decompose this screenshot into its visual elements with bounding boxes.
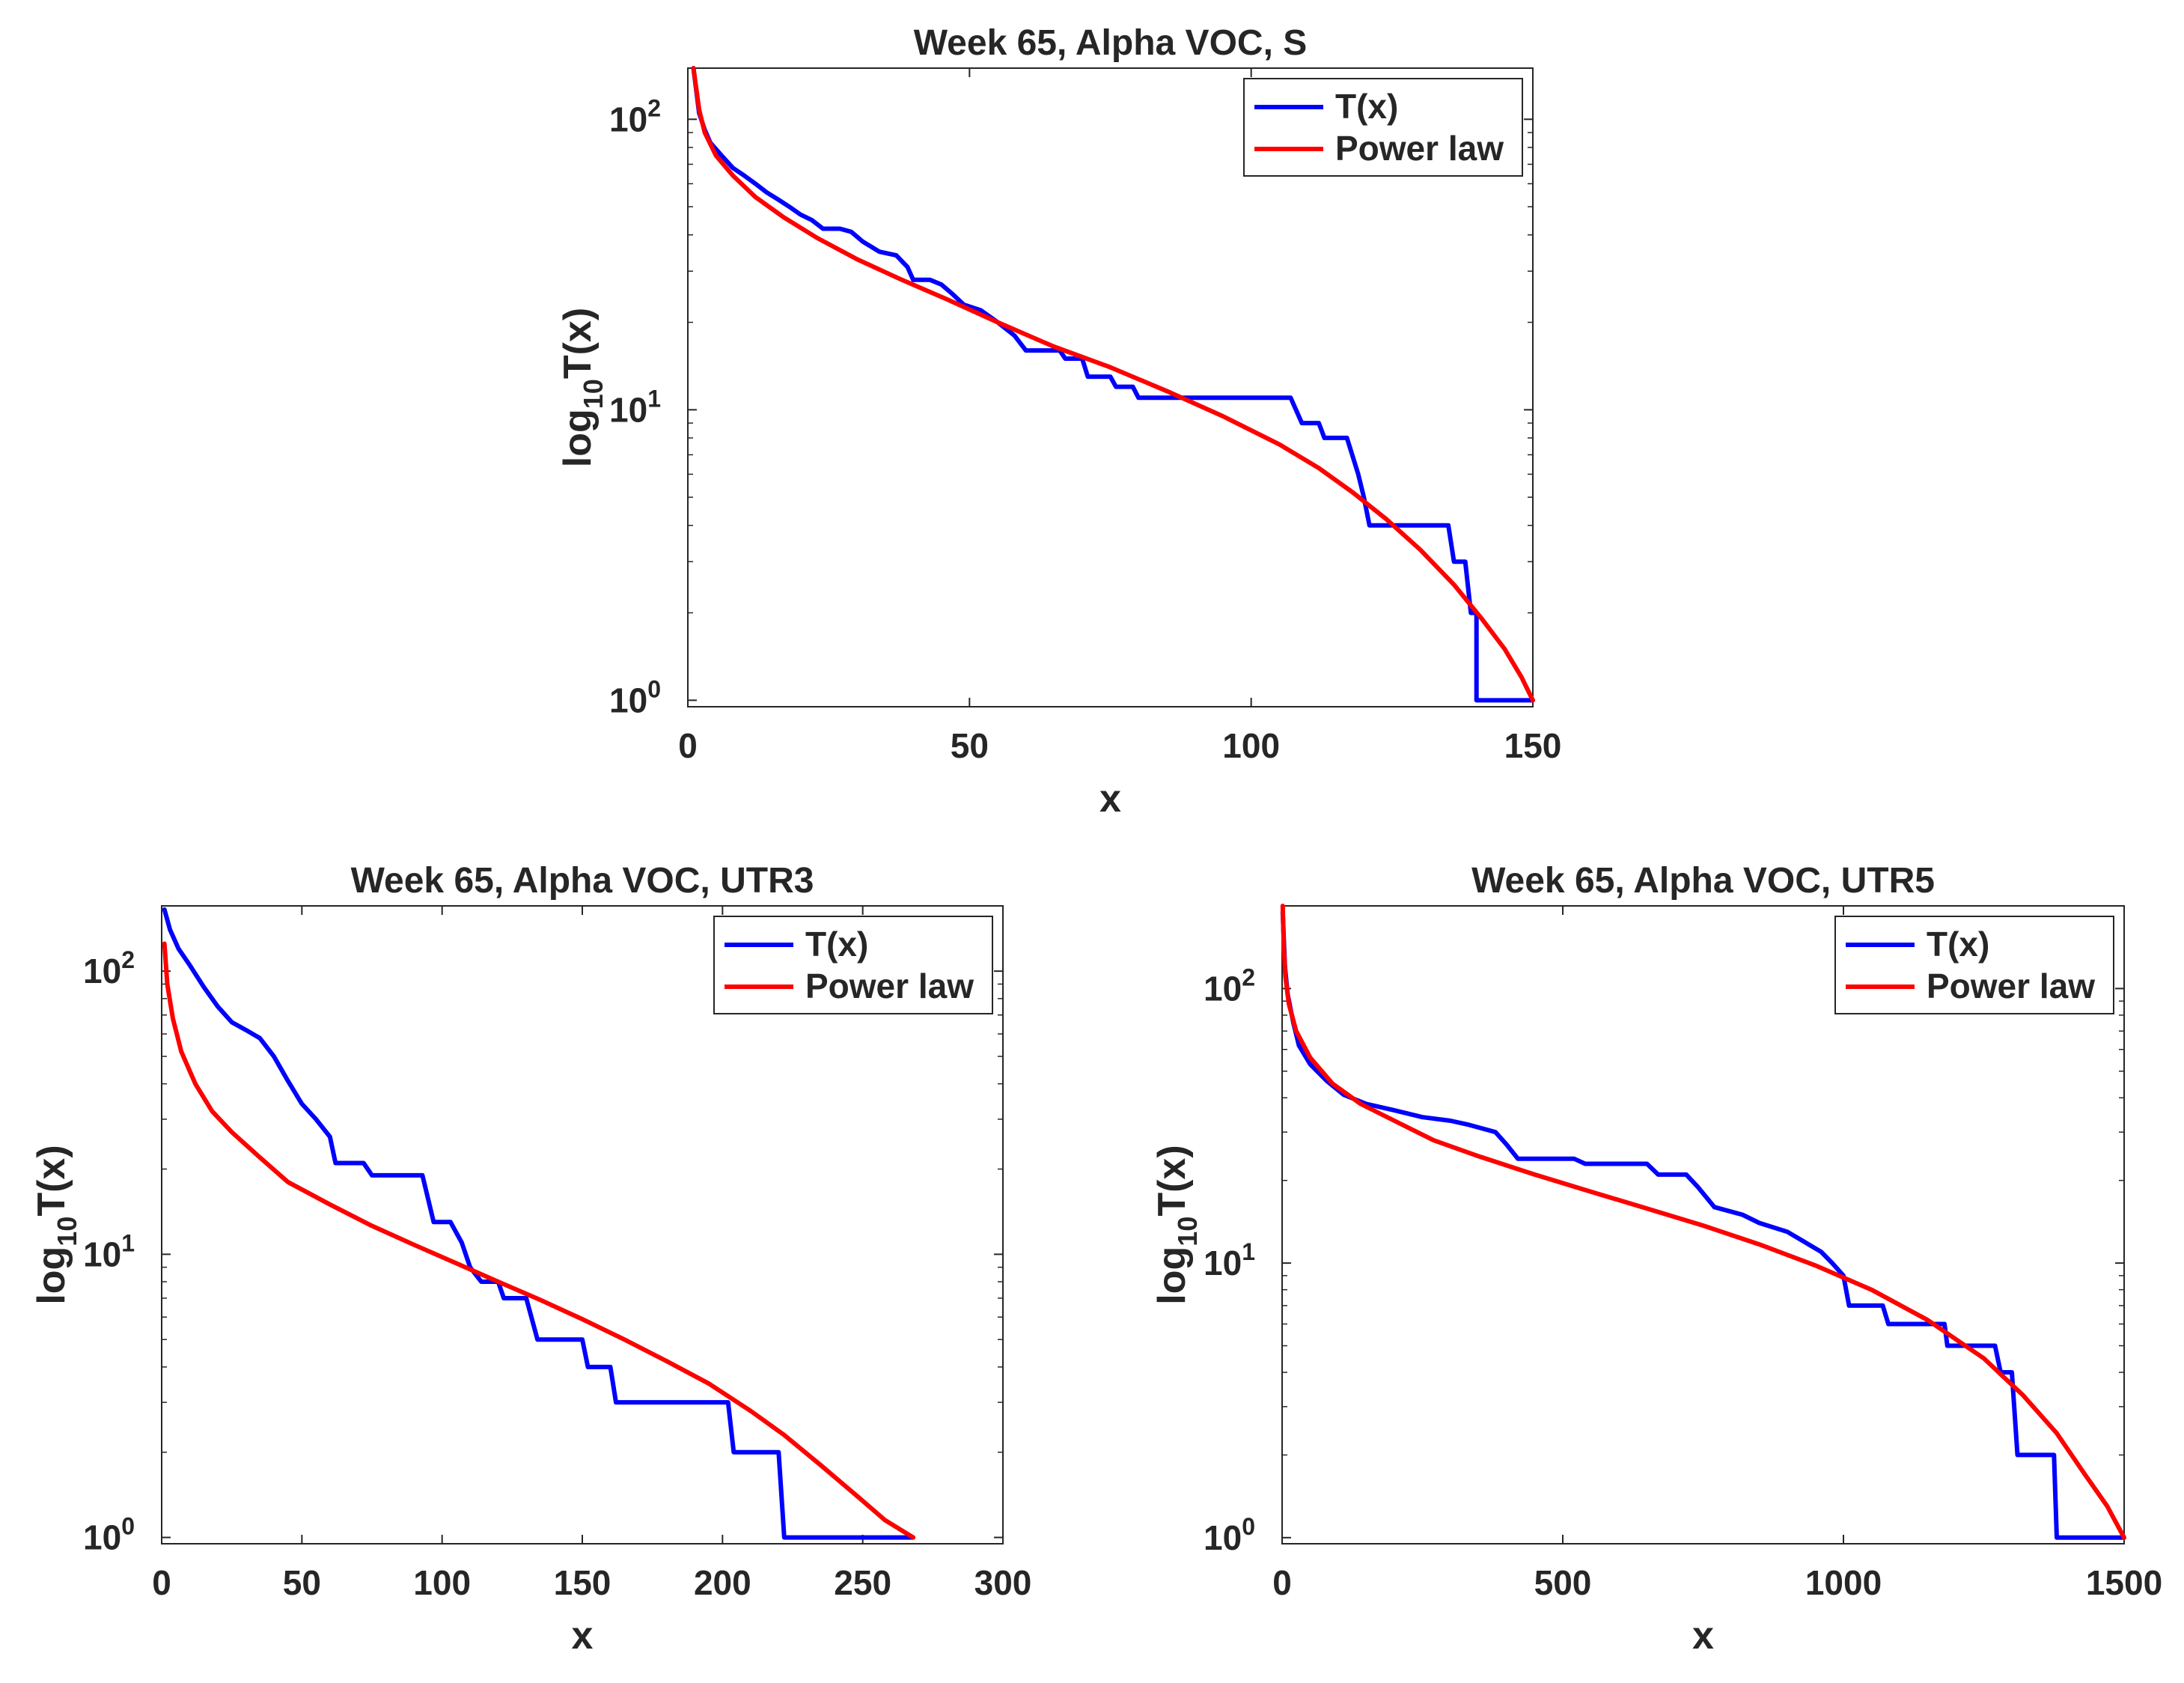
y-tick-base: 10: [83, 952, 121, 990]
series-layer: [162, 907, 916, 1540]
y-axis-label-main: log: [1150, 1247, 1194, 1305]
y-tick-exponent: 2: [121, 946, 135, 973]
x-tick-label: 500: [1534, 1563, 1592, 1602]
y-axis-label-subscript: 10: [578, 379, 608, 409]
y-tick-exponent: 0: [647, 675, 661, 702]
legend-label-t-x: T(x): [1335, 87, 1398, 126]
y-axis-label-subscript: 10: [52, 1217, 82, 1247]
legend-box: [1834, 916, 2114, 1014]
y-axis-label-main: log: [556, 409, 600, 467]
series-t-x-line: [162, 907, 916, 1540]
y-tick-base: 10: [1204, 969, 1242, 1008]
series-layer: [691, 66, 1535, 703]
chart-title: Week 65, Alpha VOC, UTR3: [351, 861, 814, 901]
x-tick-label: 50: [951, 726, 989, 765]
series-power-law-line: [162, 941, 916, 1540]
y-tick-exponent: 0: [121, 1513, 135, 1540]
chart-title: Week 65, Alpha VOC, S: [914, 23, 1308, 63]
y-tick-label: 100: [609, 675, 661, 719]
x-tick-label: 100: [413, 1563, 471, 1602]
y-tick-label: 102: [1204, 964, 1255, 1008]
x-axis-label: x: [1099, 777, 1121, 821]
y-tick-label: 102: [83, 946, 135, 990]
y-tick-base: 10: [609, 681, 647, 719]
y-tick-label: 101: [609, 385, 661, 429]
y-tick-base: 10: [609, 100, 647, 139]
y-axis-label-subscript: 10: [1172, 1217, 1203, 1247]
legend-label-power-law: Power law: [805, 967, 974, 1005]
x-tick-label: 1000: [1805, 1563, 1882, 1602]
x-tick-label: 200: [694, 1563, 751, 1602]
series-power-law-line: [1280, 904, 2126, 1540]
y-tick-label: 100: [1204, 1513, 1255, 1557]
y-tick-exponent: 1: [121, 1229, 135, 1256]
y-tick-exponent: 1: [647, 385, 661, 412]
y-tick-exponent: 1: [1242, 1238, 1255, 1265]
series-layer: [1280, 904, 2126, 1540]
y-axis-label: log10T(x): [556, 308, 608, 467]
y-tick-label: 101: [1204, 1238, 1255, 1282]
y-tick-label: 100: [83, 1513, 135, 1557]
y-axis-label-main: log: [30, 1247, 73, 1305]
x-tick-label: 0: [678, 726, 698, 765]
x-tick-label: 1500: [2086, 1563, 2162, 1602]
y-axis-label: log10T(x): [1150, 1145, 1203, 1304]
y-axis-label-tail: T(x): [556, 308, 600, 379]
y-tick-base: 10: [83, 1235, 121, 1273]
x-tick-label: 150: [1504, 726, 1562, 765]
y-tick-base: 10: [83, 1518, 121, 1557]
x-tick-label: 250: [834, 1563, 891, 1602]
legend: T(x) Power law: [1243, 78, 1523, 177]
y-axis-label-tail: T(x): [30, 1145, 73, 1216]
y-tick-exponent: 2: [1242, 964, 1255, 990]
y-tick-label: 102: [609, 94, 661, 139]
legend: T(x) Power law: [713, 916, 993, 1014]
x-tick-label: 0: [1272, 1563, 1292, 1602]
legend-label-power-law: Power law: [1335, 129, 1504, 168]
y-axis-label: log10T(x): [30, 1145, 82, 1304]
legend-box: [713, 916, 993, 1014]
series-power-law-line: [691, 66, 1535, 703]
y-tick-exponent: 2: [647, 94, 661, 121]
legend-label-power-law: Power law: [1927, 967, 2095, 1005]
x-tick-label: 0: [152, 1563, 171, 1602]
legend-box: [1243, 78, 1523, 177]
x-axis-label: x: [572, 1614, 594, 1658]
legend-label-t-x: T(x): [1927, 925, 1989, 964]
y-tick-base: 10: [1204, 1518, 1242, 1557]
y-tick-base: 10: [1204, 1244, 1242, 1282]
legend: T(x) Power law: [1834, 916, 2114, 1014]
x-tick-label: 300: [974, 1563, 1032, 1602]
y-tick-base: 10: [609, 390, 647, 429]
legend-label-t-x: T(x): [805, 925, 868, 964]
x-axis-label: x: [1692, 1614, 1714, 1658]
y-tick-exponent: 0: [1242, 1513, 1255, 1540]
x-tick-label: 100: [1222, 726, 1280, 765]
x-tick-label: 150: [554, 1563, 611, 1602]
tick-marks: [161, 906, 1004, 1544]
y-axis-label-tail: T(x): [1150, 1145, 1194, 1216]
x-tick-label: 50: [283, 1563, 321, 1602]
y-tick-label: 101: [83, 1229, 135, 1273]
chart-title: Week 65, Alpha VOC, UTR5: [1471, 861, 1935, 901]
